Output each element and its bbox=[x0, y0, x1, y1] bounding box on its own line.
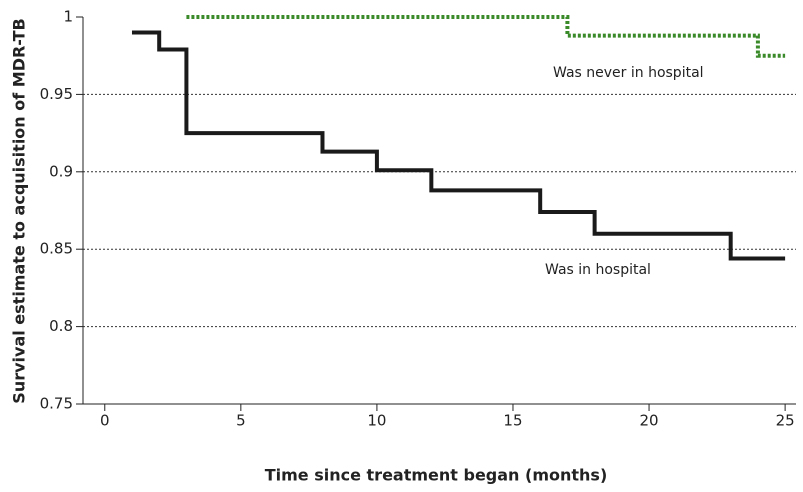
y-tick-label: 0.75 bbox=[40, 395, 73, 413]
x-tick-label: 5 bbox=[236, 412, 246, 430]
x-tick-label: 15 bbox=[503, 412, 522, 430]
x-tick-label: 20 bbox=[639, 412, 658, 430]
survival-line bbox=[186, 15, 786, 58]
y-axis-title: Survival estimate to acquisition of MDR-… bbox=[10, 18, 29, 403]
x-tick-label: 0 bbox=[100, 412, 110, 430]
x-tick-label: 25 bbox=[776, 412, 795, 430]
y-tick-label: 0.8 bbox=[49, 317, 73, 335]
y-tick-label: 0.85 bbox=[40, 240, 73, 258]
y-tick-label: 1 bbox=[63, 8, 73, 26]
series-label: Was in hospital bbox=[545, 262, 651, 278]
x-tick-label: 10 bbox=[367, 412, 386, 430]
survival-line bbox=[131, 30, 786, 261]
x-axis-title: Time since treatment began (months) bbox=[265, 466, 608, 485]
y-tick-label: 0.95 bbox=[40, 85, 73, 103]
series-label: Was never in hospital bbox=[553, 65, 704, 81]
y-tick-label: 0.9 bbox=[49, 162, 73, 180]
